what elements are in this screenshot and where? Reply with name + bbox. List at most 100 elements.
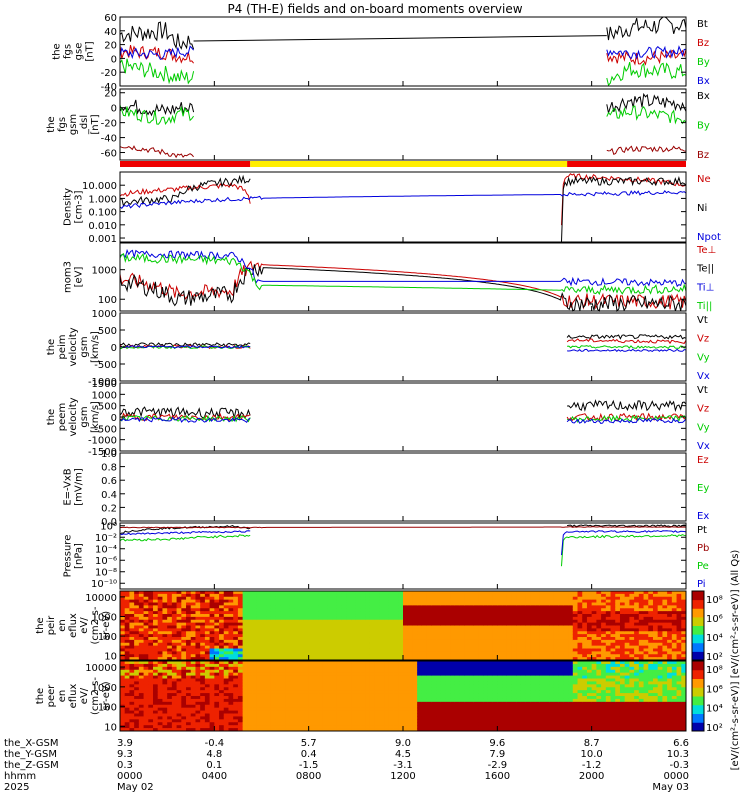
legend-6-2: Vy <box>697 422 710 433</box>
xaxis-row-label-1: the_Y-GSM <box>4 749 57 760</box>
ytick-label-5-2: 0 <box>111 343 117 354</box>
ylabel-10-6: sr-eV) <box>101 681 112 710</box>
ytick-label-0-5: -40 <box>101 82 117 93</box>
series-8-Pb <box>120 526 687 529</box>
legend-8-0: Pt <box>697 525 707 536</box>
colorbar-9 <box>692 591 704 661</box>
ytick-label-10-0: 10000 <box>85 663 117 674</box>
legend-4-3: Ti|| <box>696 301 712 312</box>
ylabel-5-2: velocity <box>68 327 79 366</box>
colorbar-frame-10 <box>691 660 705 732</box>
colorbar-tick-9-0: 10⁸ <box>706 595 723 606</box>
ytick-label-0-4: -20 <box>101 68 117 79</box>
xaxis-value-0-2: 0.3 <box>117 760 133 771</box>
xaxis-value-1-2: 0.1 <box>206 760 222 771</box>
legend-1-1: By <box>697 121 710 132</box>
xaxis-value-4-0: 9.6 <box>489 738 505 749</box>
series-6-Vy <box>119 414 687 423</box>
xaxis-value-6-3: 0000 <box>664 771 689 782</box>
panel-7: 1.0 0.8 0.6 0.4 0.2 0.0 Ez Ey Ex E=-VxB [mV/m] <box>63 449 710 528</box>
ytick-label-9-3: 10 <box>104 652 117 663</box>
panel-frame-8 <box>119 522 687 590</box>
legend-4-1: Te|| <box>696 264 714 275</box>
ylabel-5-4: [km/s] <box>90 331 101 363</box>
series-5-Vt <box>119 334 687 348</box>
ylabel-10-1: peer <box>46 684 57 708</box>
ytick-label-7-5: 0.0 <box>101 517 117 528</box>
ylabel-0-2: gse <box>74 43 85 61</box>
ytick-label-10-1: 1000 <box>92 683 117 694</box>
xaxis-value-2-2: -1.5 <box>299 760 319 771</box>
ytick-label-4-0: 1000 <box>92 266 117 277</box>
ytick-label-10-3: 10 <box>104 723 117 734</box>
series-line-6-Vt-1 <box>567 399 687 412</box>
series-line-1-By-1 <box>606 105 687 125</box>
xaxis-value-0-1: 9.3 <box>117 749 133 760</box>
series-5-Vx <box>119 345 687 352</box>
ytick-label-1-3: -40 <box>101 134 117 145</box>
xaxis-value-0-4: May 02 <box>117 782 154 793</box>
ylabel-1-0: the <box>46 116 57 132</box>
series-0-Bz <box>119 44 687 66</box>
series-line-5-Vz-1 <box>566 338 687 345</box>
ylabel-5-1: peim <box>57 334 68 359</box>
xaxis-value-0-0: 3.9 <box>117 738 133 749</box>
series-1-By <box>119 104 687 126</box>
colorbar-tick-10-3: 10² <box>706 723 723 734</box>
ytick-label-7-3: 0.4 <box>101 490 117 501</box>
ylabel-10-5: (cm2-s- <box>90 677 101 715</box>
ytick-label-5-1: 500 <box>98 326 117 337</box>
legend-7-0: Ez <box>697 455 709 466</box>
ylabel-9-4: eV/ <box>79 617 90 634</box>
ylabel-0-3: [nT] <box>85 41 96 61</box>
ytick-label-8-5: 10⁻¹⁰ <box>91 579 117 590</box>
xaxis-value-4-1: 7.9 <box>489 749 505 760</box>
ylabel-9-1: peir <box>46 615 57 635</box>
heatmap-cells-10 <box>120 661 687 732</box>
ytick-label-9-0: 10000 <box>85 593 117 604</box>
panel-5: 1000 500 0 -500 -1000 Vt Vz Vy Vx the peim velocity… <box>46 309 710 388</box>
panel-frame-4 <box>119 242 687 312</box>
ytick-label-8-2: 10⁻⁴ <box>95 545 117 556</box>
ylabel-6-0: the <box>46 409 57 425</box>
ytick-label-0-3: 0 <box>111 54 117 65</box>
ylabel-1-4: [nT] <box>90 114 101 134</box>
ylabel-5-0: the <box>46 339 57 355</box>
ytick-label-5-0: 1000 <box>92 309 117 320</box>
ylabel-9-3: eflux <box>68 613 79 638</box>
xaxis-value-1-3: 0400 <box>202 771 227 782</box>
ylabel-3-0: Density <box>63 188 74 226</box>
series-4-Ti|| <box>119 253 687 296</box>
series-line-8-Pt-0 <box>119 525 251 535</box>
ytick-label-5-4: -1000 <box>88 377 117 388</box>
xaxis-value-1-0: -0.4 <box>205 738 225 749</box>
series-8-Pt <box>119 524 687 535</box>
ytick-label-5-3: -500 <box>94 360 117 371</box>
xaxis-value-6-1: 10.3 <box>667 749 689 760</box>
series-line-8-Pi-0 <box>119 530 251 536</box>
ylabel-6-3: gsm <box>79 406 90 427</box>
ytick-label-1-4: -60 <box>101 149 117 160</box>
series-line-4-Ti⊥-0 <box>119 248 687 288</box>
ytick-label-7-0: 1.0 <box>101 449 117 460</box>
legend-3-2: Npot <box>697 232 721 243</box>
series-line-6-Vx-1 <box>566 417 687 424</box>
series-line-3-Ne-0 <box>119 182 251 204</box>
colorbar-tick-9-1: 10⁶ <box>706 614 723 625</box>
ylabel-0-1: fgs <box>63 44 74 59</box>
series-6-Vt <box>119 399 687 420</box>
series-line-1-Bx-0 <box>119 99 195 117</box>
series-line-1-Bx-1 <box>606 92 687 114</box>
series-line-3-Ne-1 <box>561 173 687 226</box>
legend-8-2: Pe <box>697 561 709 572</box>
ylabel-6-2: velocity <box>68 397 79 436</box>
colorbar-tick-10-0: 10⁸ <box>706 665 723 676</box>
ytick-label-7-2: 0.6 <box>101 476 117 487</box>
legend-5-0: Vt <box>697 315 708 326</box>
series-3-Npot <box>119 189 687 210</box>
ylabel-10-4: eV/ <box>79 687 90 704</box>
chart-title: P4 (TH-E) fields and on-board moments ov… <box>227 2 523 16</box>
